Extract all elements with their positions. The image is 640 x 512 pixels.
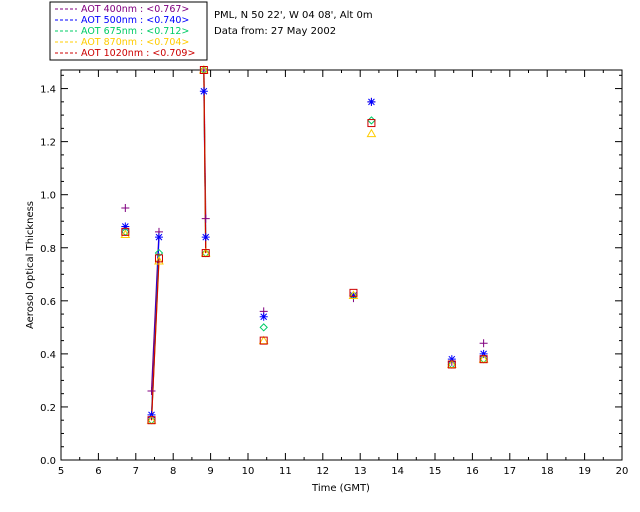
x-tick-label: 7 <box>133 466 139 477</box>
series-lines <box>150 69 207 421</box>
asterisk-marker <box>154 233 163 242</box>
y-tick-label: 1.2 <box>40 138 56 149</box>
square-marker <box>154 254 163 263</box>
series-line-segment <box>150 258 160 421</box>
square-marker <box>147 416 156 425</box>
x-tick-label: 10 <box>242 466 255 477</box>
triangle-marker <box>258 335 269 345</box>
square-marker <box>479 355 488 364</box>
square-marker <box>349 288 358 297</box>
x-tick-label: 5 <box>58 466 64 477</box>
square-marker <box>259 336 268 345</box>
triangle-marker <box>120 229 131 238</box>
y-tick-label: 1.4 <box>40 85 56 96</box>
legend-label: AOT 400nm : <0.767> <box>81 4 189 15</box>
asterisk-marker <box>201 233 210 242</box>
plus-marker <box>479 339 488 348</box>
date-info: Data from: 27 May 2002 <box>214 26 336 37</box>
y-tick-label: 1.0 <box>40 191 56 202</box>
asterisk-marker <box>479 349 488 358</box>
site-info: PML, N 50 22', W 04 08', Alt 0m <box>214 10 373 21</box>
x-tick-label: 19 <box>578 466 591 477</box>
asterisk-marker <box>349 291 358 300</box>
diamond-marker <box>259 323 268 332</box>
plot-frame <box>60 69 623 461</box>
triangle-marker <box>146 415 157 424</box>
square-marker <box>199 66 208 74</box>
x-tick-label: 9 <box>207 466 213 477</box>
x-tick-label: 13 <box>354 466 367 477</box>
asterisk-marker <box>199 87 208 96</box>
x-tick-label: 17 <box>503 466 516 477</box>
series-markers <box>120 64 489 425</box>
plus-marker <box>121 203 130 212</box>
asterisk-marker <box>447 355 456 364</box>
y-tick-label: 0.0 <box>40 456 56 467</box>
triangle-marker <box>200 248 211 257</box>
triangle-marker <box>348 290 359 300</box>
x-tick-label: 16 <box>466 466 479 477</box>
square-marker <box>447 360 456 369</box>
asterisk-marker <box>259 312 268 321</box>
legend-items: AOT 400nm : <0.767>AOT 500nm : <0.740>AO… <box>55 4 195 59</box>
y-tick-label: 0.8 <box>40 244 56 255</box>
square-marker <box>121 227 130 236</box>
x-tick-label: 14 <box>391 466 404 477</box>
triangle-marker <box>154 256 164 265</box>
plus-marker <box>147 387 156 396</box>
y-axis-label: Aerosol Optical Thickness <box>25 201 36 329</box>
x-tick-label: 11 <box>279 466 292 477</box>
x-tick-label: 6 <box>95 466 101 477</box>
asterisk-marker <box>147 410 156 419</box>
x-axis-label: Time (GMT) <box>311 483 370 494</box>
x-tick-label: 8 <box>170 466 176 477</box>
y-tick-label: 0.6 <box>40 297 56 308</box>
legend-label: AOT 675nm : <0.712> <box>81 26 189 37</box>
legend-label: AOT 500nm : <0.740> <box>81 15 189 26</box>
y-axis: 0.0 0.2 0.4 0.6 0.8 1.0 1.2 1.4 <box>40 74 622 467</box>
x-tick-label: 12 <box>316 466 329 477</box>
square-marker <box>367 119 376 128</box>
legend-label: AOT 1020nm : <0.709> <box>81 48 195 59</box>
asterisk-marker <box>367 97 376 106</box>
x-tick-label: 18 <box>541 466 554 477</box>
asterisk-marker <box>121 222 130 231</box>
square-marker <box>201 249 210 258</box>
x-tick-label: 15 <box>429 466 442 477</box>
diamond-marker <box>367 116 376 125</box>
triangle-marker <box>366 128 377 138</box>
x-axis: 5 6 7 8 9 10 11 12 13 14 15 16 17 18 19 20 <box>58 70 629 477</box>
x-tick-label: 20 <box>616 466 629 477</box>
y-tick-label: 0.2 <box>40 403 56 414</box>
legend-label: AOT 870nm : <0.704> <box>81 37 189 48</box>
y-tick-label: 0.4 <box>40 350 56 361</box>
plus-marker <box>201 214 210 223</box>
